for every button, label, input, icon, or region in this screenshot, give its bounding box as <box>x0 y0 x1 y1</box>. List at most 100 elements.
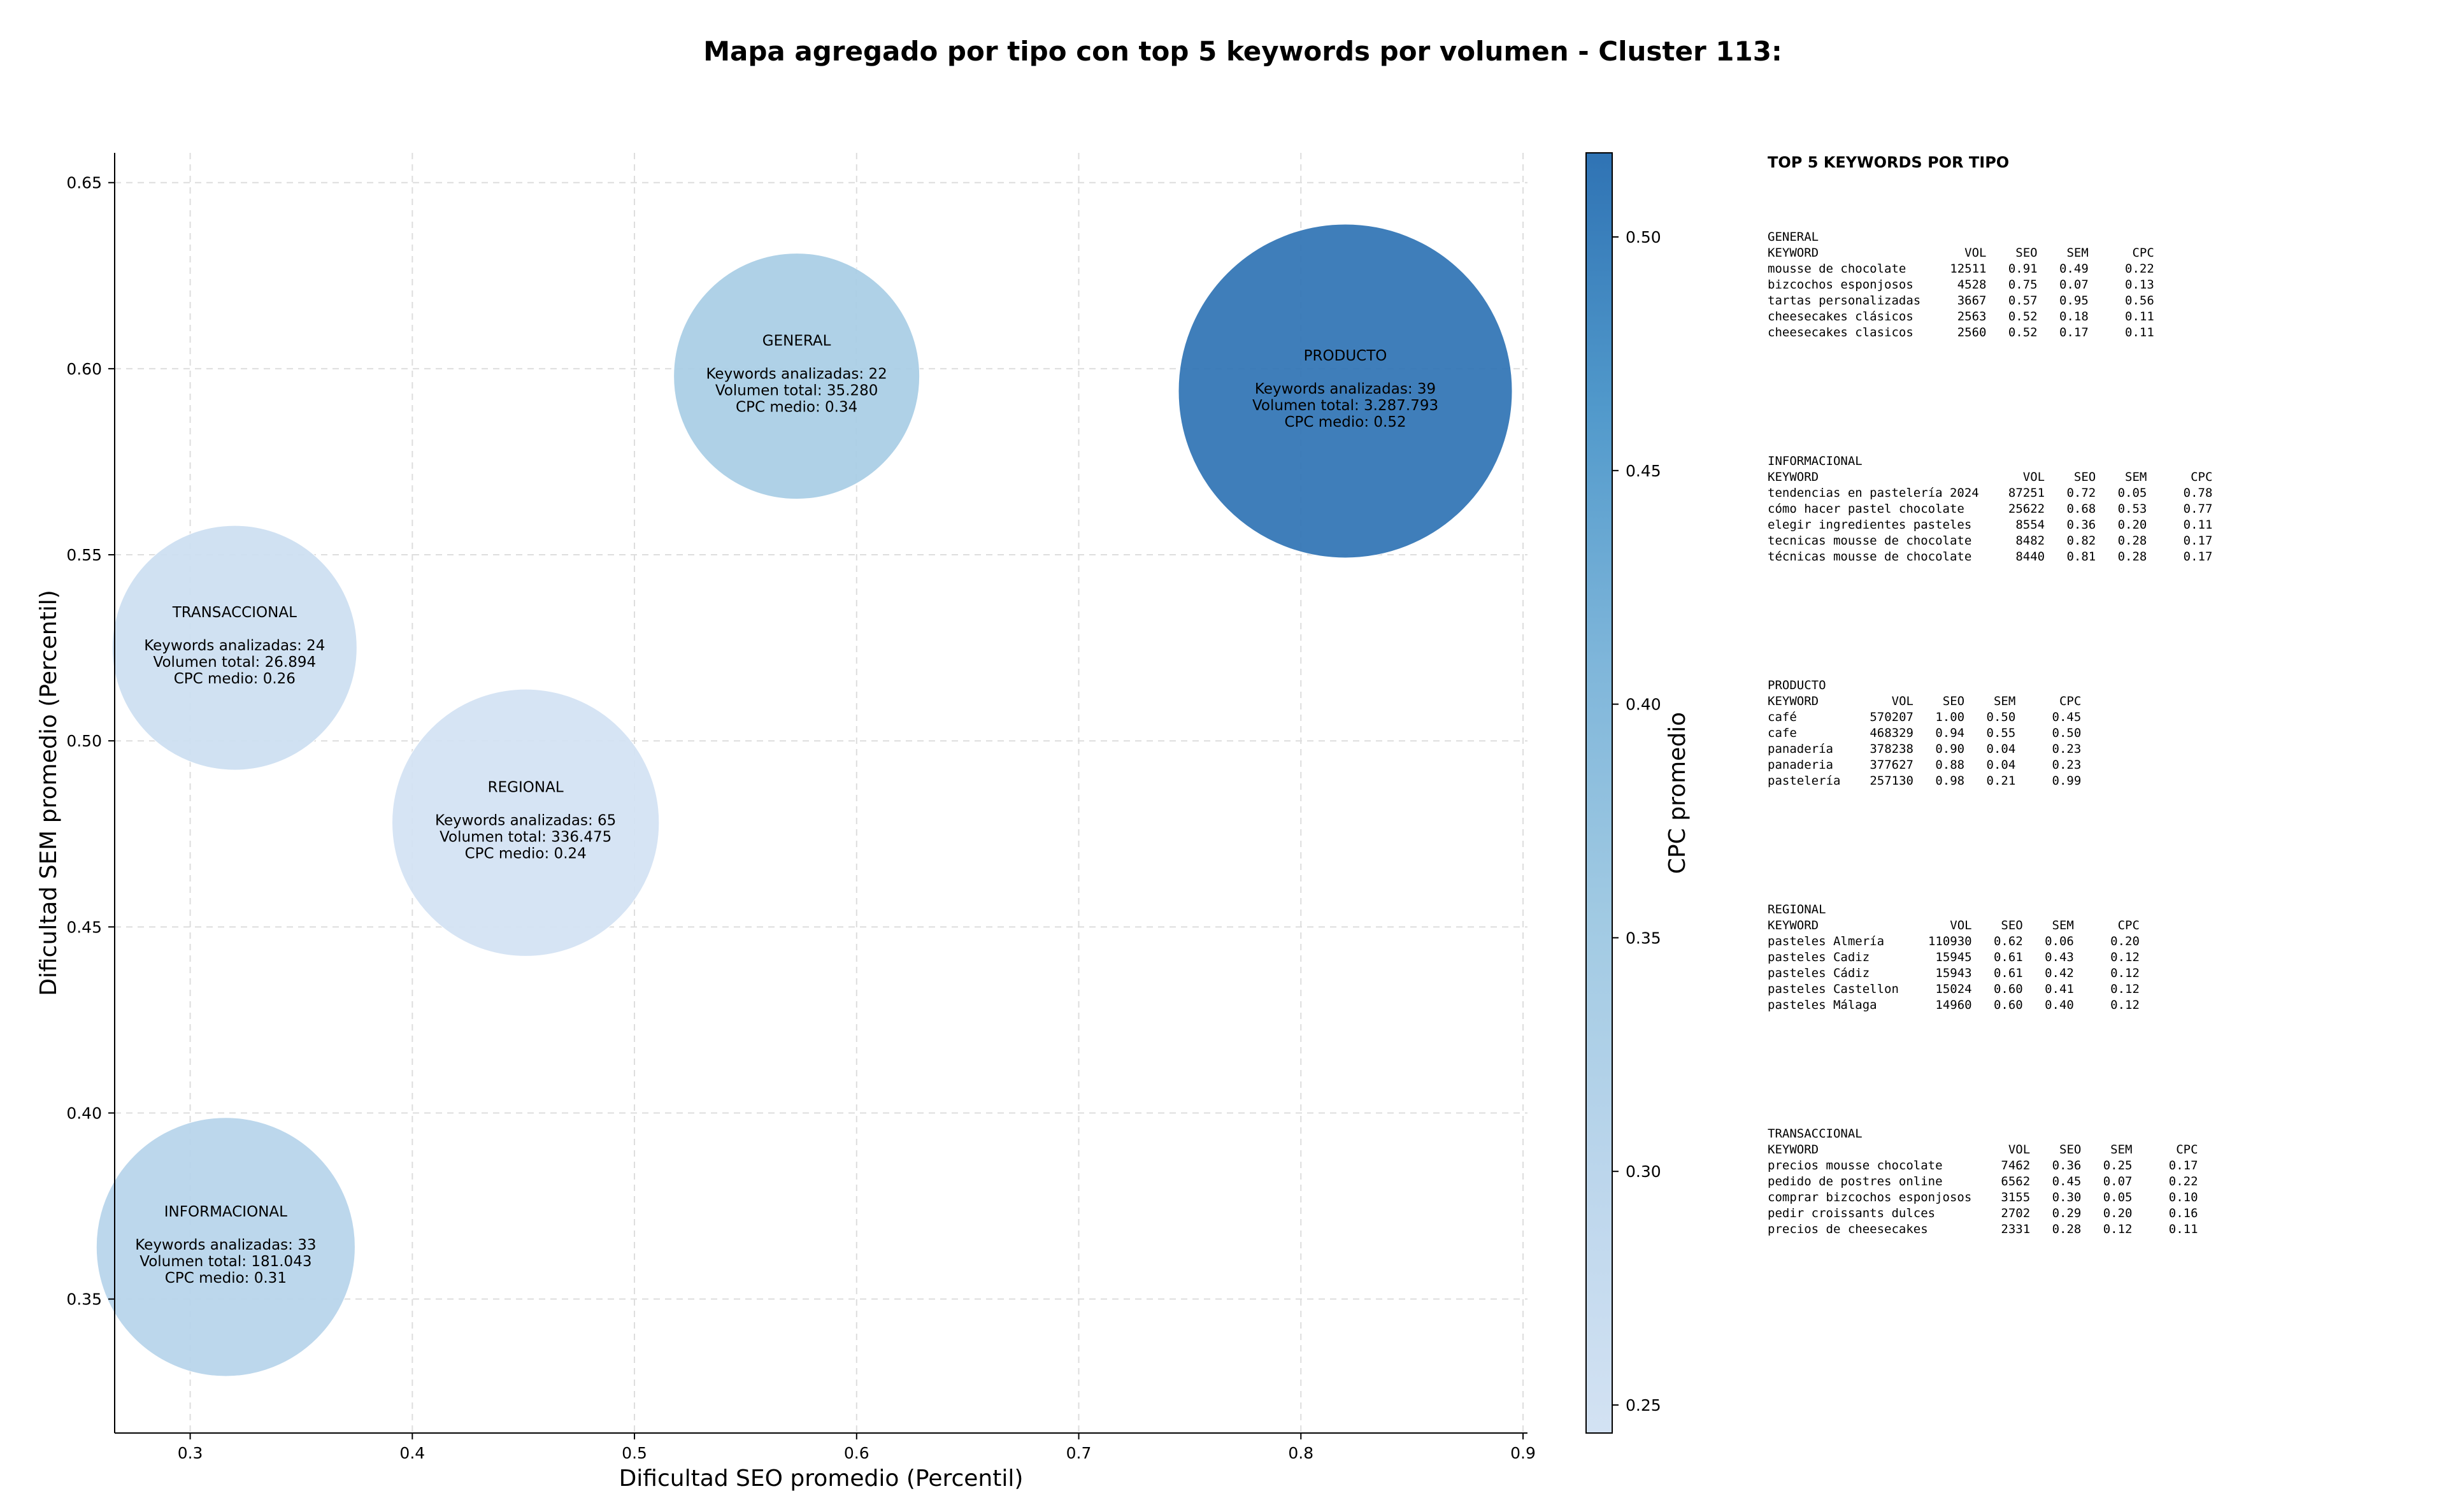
keyword-row-cpc: 0.10 <box>2168 1190 2198 1204</box>
keyword-row: pasteles Almería 110930 0.62 0.06 0.20 <box>1768 934 2140 950</box>
keyword-row: tecnicas mousse de chocolate 8482 0.82 0.28… <box>1768 533 2212 549</box>
keyword-row-vol: 15943 <box>1935 966 1972 980</box>
keyword-row-sem: 0.53 <box>2117 502 2147 516</box>
keyword-table-header-vol: VOL <box>2022 470 2045 484</box>
keyword-row-seo: 0.75 <box>2008 278 2038 292</box>
keyword-row-seo: 0.88 <box>1935 758 1965 772</box>
keyword-row-cpc: 0.22 <box>2125 262 2154 276</box>
y-tick-label: 0.50 <box>66 732 102 750</box>
keyword-row-vol: 87251 <box>2008 486 2045 500</box>
keyword-row-cpc: 0.11 <box>2125 310 2154 324</box>
colorbar-label: CPC promedio <box>1664 712 1691 874</box>
keyword-table-header-keyword: KEYWORD <box>1768 1143 1819 1157</box>
bubble-cpc-medio: CPC medio: 0.24 <box>465 846 587 862</box>
keyword-table-header-seo: SEO <box>2001 918 2023 932</box>
keyword-group-regional: REGIONAL KEYWORD VOL SEO SEM CPC pasteles Alme… <box>1768 902 2140 1013</box>
x-tick-label: 0.8 <box>1288 1444 1313 1462</box>
keyword-row-keyword: pasteles Almería <box>1768 934 1885 948</box>
keyword-row-seo: 0.60 <box>1993 998 2023 1012</box>
keyword-row-keyword: bizcochos esponjosos <box>1768 278 1913 292</box>
keyword-row-sem: 0.07 <box>2103 1174 2133 1188</box>
bubble-keywords-count: Keywords analizadas: 65 <box>435 813 616 829</box>
keyword-row-cpc: 0.12 <box>2110 998 2140 1012</box>
keyword-group-name: GENERAL <box>1768 230 1819 244</box>
keyword-row-seo: 0.91 <box>2008 262 2038 276</box>
keyword-row: mousse de chocolate 12511 0.91 0.49 0.22 <box>1768 261 2154 277</box>
keyword-row-cpc: 0.77 <box>2183 502 2213 516</box>
bubble-keywords-count: Keywords analizadas: 39 <box>1255 381 1436 397</box>
keyword-row: panadería 378238 0.90 0.04 0.23 <box>1768 741 2081 757</box>
keyword-row-seo: 0.60 <box>1993 982 2023 996</box>
keyword-row-cpc: 0.17 <box>2183 534 2213 548</box>
keyword-row-seo: 0.28 <box>2052 1222 2082 1236</box>
bubble-keywords-count: Keywords analizadas: 24 <box>144 638 325 654</box>
keyword-row-sem: 0.42 <box>2045 966 2074 980</box>
bubble-type-label: PRODUCTO <box>1304 348 1387 364</box>
keyword-table-header-keyword: KEYWORD <box>1768 246 1819 260</box>
keyword-row-cpc: 0.22 <box>2168 1174 2198 1188</box>
keyword-row-seo: 0.62 <box>1993 934 2023 948</box>
keyword-row: cheesecakes clasicos 2560 0.52 0.17 0.11 <box>1768 325 2154 341</box>
keyword-row-vol: 257130 <box>1870 774 1913 788</box>
keyword-row-vol: 14960 <box>1935 998 1972 1012</box>
keyword-row-vol: 12511 <box>1950 262 1987 276</box>
chart-title: Mapa agregado por tipo con top 5 keyword… <box>703 36 1782 67</box>
y-tick-label: 0.35 <box>66 1290 102 1309</box>
keyword-row-cpc: 0.56 <box>2125 294 2154 308</box>
y-tick-label: 0.60 <box>66 360 102 378</box>
keyword-row-keyword: técnicas mousse de chocolate <box>1768 550 1972 564</box>
keyword-row-cpc: 0.12 <box>2110 966 2140 980</box>
bubble-keywords-count: Keywords analizadas: 22 <box>706 366 887 383</box>
bubble-circle <box>96 1117 355 1377</box>
bubble-volume-total: Volumen total: 35.280 <box>715 383 878 399</box>
bubble-type-label: GENERAL <box>762 333 831 350</box>
keyword-row-sem: 0.43 <box>2045 950 2074 964</box>
keyword-row-cpc: 0.20 <box>2110 934 2140 948</box>
keyword-row-keyword: cafe <box>1768 726 1797 740</box>
keyword-row-keyword: café <box>1768 710 1797 724</box>
keyword-row-seo: 0.68 <box>2066 502 2096 516</box>
keyword-group-name: PRODUCTO <box>1768 678 1826 692</box>
keyword-row-keyword: pasteles Cádiz <box>1768 966 1870 980</box>
keyword-row-seo: 0.82 <box>2066 534 2096 548</box>
x-axis-label: Dificultad SEO promedio (Percentil) <box>619 1466 1024 1492</box>
keyword-table-header-cpc: CPC <box>2059 694 2082 708</box>
y-tick-label: 0.40 <box>66 1104 102 1123</box>
bubble-type-label: INFORMACIONAL <box>164 1204 287 1220</box>
keyword-row-sem: 0.20 <box>2103 1206 2133 1220</box>
keyword-row-seo: 0.52 <box>2008 310 2038 324</box>
keyword-row-seo: 0.57 <box>2008 294 2038 308</box>
keyword-row-sem: 0.55 <box>1986 726 2016 740</box>
keyword-row-keyword: panadería <box>1768 742 1833 756</box>
bubble-type-label: REGIONAL <box>488 780 564 796</box>
keyword-table-header: KEYWORD VOL SEO SEM CPC <box>1768 469 2212 485</box>
keyword-row-sem: 0.05 <box>2117 486 2147 500</box>
keyword-group-name: INFORMACIONAL <box>1768 454 1863 468</box>
keyword-row-sem: 0.07 <box>2059 278 2089 292</box>
keyword-group-transaccional: TRANSACCIONAL KEYWORD VOL SEO SEM CPC precios … <box>1768 1126 2198 1237</box>
keyword-row-keyword: pedido de postres online <box>1768 1174 1943 1188</box>
keyword-row-keyword: mousse de chocolate <box>1768 262 1906 276</box>
keyword-table-header-keyword: KEYWORD <box>1768 470 1819 484</box>
keyword-row-seo: 0.94 <box>1935 726 1965 740</box>
bubble-circle <box>111 525 357 771</box>
bubble-cpc-medio: CPC medio: 0.26 <box>174 671 296 687</box>
keyword-table-header: KEYWORD VOL SEO SEM CPC <box>1768 918 2140 934</box>
keyword-row-keyword: pedir croissants dulces <box>1768 1206 1936 1220</box>
keyword-row-sem: 0.25 <box>2103 1159 2133 1173</box>
bubble-cpc-medio: CPC medio: 0.31 <box>165 1270 287 1287</box>
keyword-row: comprar bizcochos esponjosos 3155 0.30 0.05… <box>1768 1190 2198 1206</box>
keyword-row-sem: 0.12 <box>2103 1222 2133 1236</box>
bubble-type-label: TRANSACCIONAL <box>172 604 297 621</box>
bubble-circle <box>392 688 660 957</box>
keyword-row-seo: 0.98 <box>1935 774 1965 788</box>
keyword-row-sem: 0.40 <box>2045 998 2074 1012</box>
keyword-row-keyword: pasteles Castellon <box>1768 982 1899 996</box>
keyword-row-keyword: tendencias en pastelería 2024 <box>1768 486 1979 500</box>
keyword-row-vol: 2563 <box>1957 310 1987 324</box>
keyword-row-sem: 0.04 <box>1986 742 2016 756</box>
keyword-table-header-vol: VOL <box>1891 694 1913 708</box>
keyword-row-vol: 3155 <box>2001 1190 2031 1204</box>
